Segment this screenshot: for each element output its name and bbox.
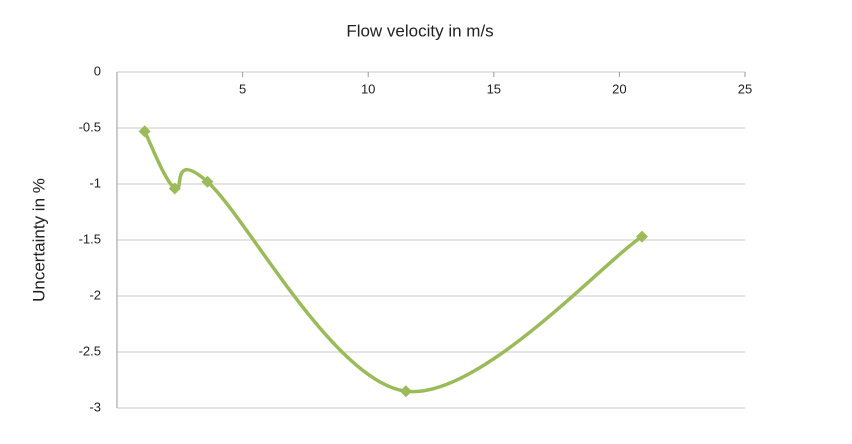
data-point [168,182,181,195]
y-tick-label: -2.5 [79,343,101,358]
x-tick-label: 15 [487,81,501,96]
data-point [399,385,412,398]
x-tick-label: 10 [361,81,375,96]
y-tick-label: -2 [89,287,101,302]
data-point [636,230,649,243]
y-tick-label: -1 [89,175,101,190]
y-tick-label: -0.5 [79,119,101,134]
data-point [138,125,151,138]
x-tick-label: 25 [738,81,752,96]
chart-title: Flow velocity in m/s [346,21,493,40]
data-point [201,175,214,188]
x-tick-label: 20 [612,81,626,96]
y-tick-label: -1.5 [79,231,101,246]
y-axis-title: Uncertainty in % [29,178,48,302]
y-tick-label: 0 [94,63,101,78]
series-line [143,130,643,394]
x-tick-label: 5 [239,81,246,96]
y-tick-label: -3 [89,399,101,414]
